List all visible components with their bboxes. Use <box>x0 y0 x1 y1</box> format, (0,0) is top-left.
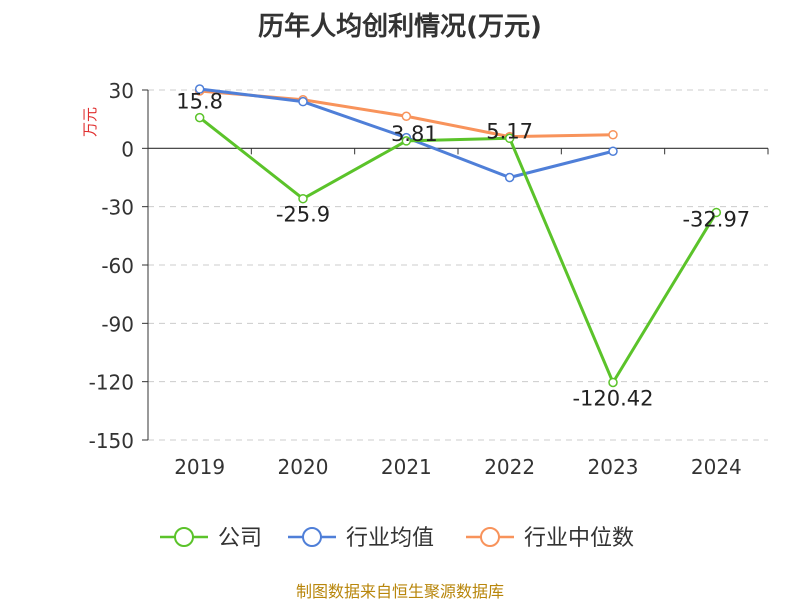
x-tick-label: 2024 <box>691 455 742 479</box>
y-tick-label: -60 <box>101 254 134 278</box>
data-point <box>608 377 618 388</box>
x-tick-label: 2021 <box>381 455 432 479</box>
data-label: 3.81 <box>391 122 438 146</box>
data-point <box>504 172 515 183</box>
data-point <box>298 96 308 107</box>
data-label: -25.9 <box>276 203 330 227</box>
data-point <box>711 207 722 218</box>
y-tick-label: 30 <box>109 79 134 103</box>
legend-marker <box>480 527 500 547</box>
series-lines <box>194 84 722 388</box>
x-tick-label: 2019 <box>174 455 225 479</box>
y-tick-label: 0 <box>121 137 134 161</box>
y-tick-label: -120 <box>89 371 134 395</box>
data-point <box>608 146 618 156</box>
y-axis-label: 万元 <box>81 107 99 137</box>
legend-label: 行业均值 <box>346 526 434 551</box>
y-tick-label: -90 <box>101 312 134 336</box>
y-tick-label: -30 <box>101 196 134 220</box>
data-labels: 15.8 -25.9 3.81 5.17 -120.42 -32.97 <box>176 90 750 411</box>
data-label: 5.17 <box>486 119 533 143</box>
legend-marker <box>302 527 322 547</box>
data-label: -32.97 <box>682 207 750 231</box>
axes: 30 0 -30 -60 -90 -120 -150 2019 2020 2021 2022 2023… <box>81 79 769 479</box>
data-label: -120.42 <box>572 386 653 410</box>
data-point <box>504 133 515 144</box>
y-tick-label: -150 <box>89 429 134 453</box>
data-point <box>298 193 308 204</box>
data-point <box>194 112 205 123</box>
data-point <box>401 111 412 121</box>
legend-label: 公司 <box>218 526 262 551</box>
data-label: 15.8 <box>176 90 223 114</box>
legend-marker <box>174 527 194 547</box>
legend: 公司 行业均值 行业中位数 <box>160 526 634 551</box>
x-tick-label: 2020 <box>278 455 329 479</box>
chart-title: 历年人均创利情况(万元) <box>258 12 542 42</box>
data-point <box>401 136 412 146</box>
legend-label: 行业中位数 <box>524 526 634 551</box>
x-tick-label: 2023 <box>588 455 639 479</box>
gridlines <box>148 89 768 441</box>
data-point <box>608 129 618 140</box>
series-line-1 <box>198 116 718 384</box>
data-point <box>194 84 205 94</box>
source-note: 制图数据来自恒生聚源数据库 <box>295 582 504 601</box>
x-tick-label: 2022 <box>484 455 535 479</box>
